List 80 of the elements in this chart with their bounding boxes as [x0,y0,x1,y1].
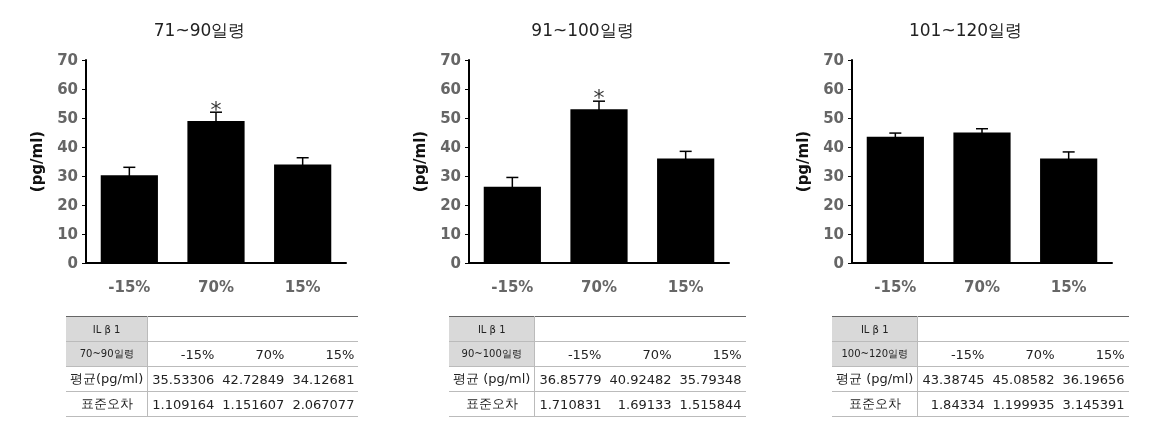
text: 70% [605,341,676,367]
y-tick-label: 10 [440,225,461,243]
text: 35.79348 [675,366,746,392]
y-tick-label: 70 [823,51,844,69]
text: 1.710831 [534,391,606,417]
y-tick-label: 70 [57,51,78,69]
y-tick-label: 50 [440,109,461,127]
y-tick-label: 10 [57,225,78,243]
y-tick-label: 40 [440,138,461,156]
x-tick-label: 70% [581,277,617,296]
chart-title: 91~100일령 [531,19,634,40]
text: 3.145391 [1058,391,1129,417]
y-tick-label: 40 [57,138,78,156]
y-tick-label: 0 [67,254,78,272]
y-tick-label: 30 [823,167,844,185]
text: -15% [917,341,989,367]
y-tick-label: 0 [450,254,461,272]
y-axis-title: (pg/ml) [793,130,812,193]
text: 40.92482 [605,366,676,392]
text: 100~120일령 [832,341,918,367]
x-tick-label: 15% [1050,277,1087,296]
text: -15% [534,341,606,367]
y-tick-label: 50 [57,109,78,127]
x-tick-label: 15% [667,277,704,296]
y-axis-title: (pg/ml) [410,130,429,193]
text: 42.72849 [218,366,289,392]
text: 평균 (pg/ml) [449,366,535,392]
y-tick-label: 20 [57,196,78,214]
text: 평균 (pg/ml) [832,366,918,392]
x-tick-label: -15% [491,277,534,296]
y-tick-label: 30 [440,167,461,185]
y-tick-label: 60 [57,80,78,98]
y-tick-label: 60 [440,80,461,98]
text: 15% [288,341,359,367]
y-tick-label: 0 [833,254,844,272]
text: 1.515844 [675,391,746,417]
text: 70~90일령 [66,341,148,367]
text: 1.69133 [605,391,676,417]
text: 표준오차 [66,391,148,417]
text: 1.199935 [988,391,1059,417]
x-tick-label: -15% [108,277,151,296]
text: 15% [1058,341,1129,367]
y-tick-label: 70 [440,51,461,69]
y-axis-title: (pg/ml) [27,130,46,193]
text: IL β 1 [832,316,918,342]
text: 70% [218,341,289,367]
text: 2.067077 [288,391,359,417]
text: 70% [988,341,1059,367]
text: -15% [147,341,219,367]
y-tick-label: 60 [823,80,844,98]
text: 36.19656 [1058,366,1129,392]
text: 평균(pg/ml) [66,366,148,392]
text: 15% [675,341,746,367]
y-tick-label: 50 [823,109,844,127]
text: 36.85779 [534,366,606,392]
chart-title: 71~90일령 [153,19,246,40]
x-tick-label: 70% [964,277,1000,296]
y-tick-label: 20 [823,196,844,214]
annotation: * [210,96,222,122]
text: IL β 1 [449,316,535,342]
y-tick-label: 40 [823,138,844,156]
text: 1.109164 [147,391,219,417]
text: 1.151607 [218,391,289,417]
annotation: * [593,85,605,111]
text: 35.53306 [147,366,219,392]
y-tick-label: 20 [440,196,461,214]
text: 45.08582 [988,366,1059,392]
text: 표준오차 [832,391,918,417]
x-tick-label: 70% [198,277,234,296]
text: 90~100일령 [449,341,535,367]
x-tick-label: -15% [874,277,917,296]
chart-title: 101~120일령 [908,19,1023,40]
y-tick-label: 30 [57,167,78,185]
text: IL β 1 [66,316,148,342]
x-tick-label: 15% [284,277,321,296]
text: 표준오차 [449,391,535,417]
y-tick-label: 10 [823,225,844,243]
text: 34.12681 [288,366,359,392]
text: 43.38745 [917,366,989,392]
text: 1.84334 [917,391,989,417]
